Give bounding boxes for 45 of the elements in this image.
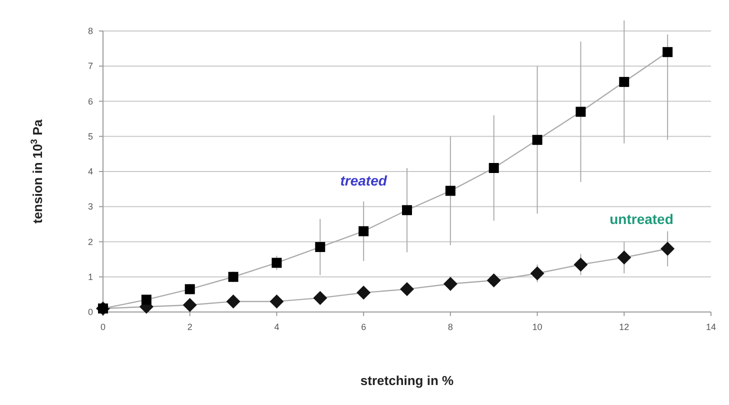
point: [400, 282, 414, 296]
point: [313, 290, 328, 305]
y-tick-label: 8: [88, 26, 93, 36]
point: [486, 273, 501, 288]
y-tick-label: 6: [88, 96, 93, 106]
y-tick-label: 2: [88, 236, 93, 247]
x-tick-label: 2: [187, 322, 192, 332]
x-tick-label: 14: [706, 322, 716, 332]
y-tick-label: 3: [88, 202, 93, 212]
x-tick-label: 10: [532, 322, 542, 332]
point: [662, 47, 673, 58]
point: [226, 294, 240, 308]
x-tick-label: 12: [619, 322, 630, 332]
y-tick-label: 7: [88, 61, 93, 72]
point: [141, 294, 152, 305]
x-tick-label: 0: [100, 322, 106, 332]
point: [530, 266, 544, 280]
y-tick-label: 4: [88, 166, 93, 176]
point: [488, 162, 499, 173]
point: [443, 276, 458, 291]
point: [272, 258, 282, 268]
point: [270, 294, 284, 308]
point: [315, 242, 326, 252]
y-tick-label: 5: [88, 131, 93, 142]
point: [576, 106, 586, 117]
series-label: untreated: [610, 211, 674, 228]
point: [660, 242, 675, 256]
point: [532, 134, 542, 145]
series-label: treated: [340, 172, 388, 189]
y-tick-label: 0: [88, 307, 93, 317]
point: [356, 286, 371, 300]
point: [445, 186, 456, 196]
point: [619, 76, 630, 87]
x-tick-label: 8: [448, 322, 453, 332]
x-tick-label: 4: [274, 322, 280, 332]
point: [182, 298, 197, 312]
point: [228, 272, 238, 282]
y-tick-label: 1: [88, 272, 93, 282]
x-axis-title: stretching in %: [360, 373, 454, 388]
point: [617, 250, 632, 265]
point: [574, 258, 588, 272]
point: [358, 226, 369, 236]
x-tick-label: 6: [361, 322, 366, 332]
point: [184, 284, 195, 294]
point: [402, 205, 412, 216]
